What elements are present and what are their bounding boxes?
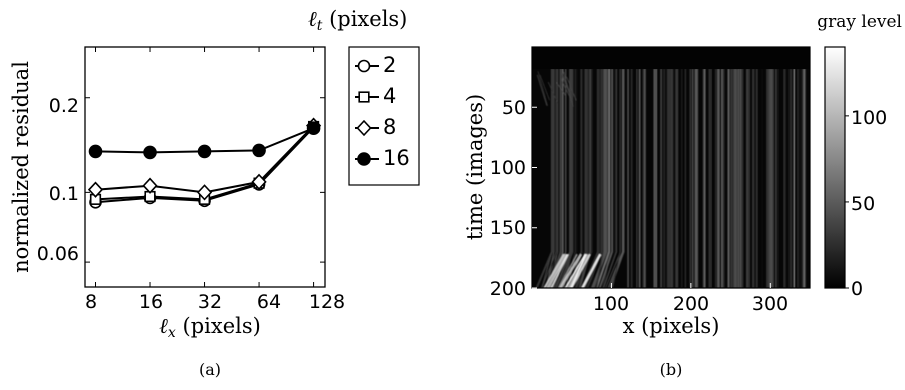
- heatmap-bright-streak: [581, 253, 602, 289]
- y-tick-label: 200: [490, 278, 526, 300]
- caption-b: (b): [660, 360, 683, 379]
- heatmap-streak: [595, 68, 610, 289]
- colorbar-tick-label: 0: [851, 278, 863, 300]
- legend-entry: 8: [383, 115, 396, 139]
- heatmap-bright-streak: [558, 253, 578, 289]
- x-tick-label: 16: [139, 291, 163, 313]
- data-point-16: [306, 121, 321, 135]
- heatmap-bright-streak: [570, 253, 591, 289]
- plot-frame: [84, 46, 326, 288]
- caption-a: (a): [199, 360, 221, 379]
- colorbar-gradient: [824, 46, 846, 289]
- heatmap-streak: [567, 68, 577, 289]
- legend-marker: [357, 59, 371, 73]
- y-tick-label: 0.1: [49, 183, 79, 205]
- x-tick-label: 64: [257, 291, 281, 313]
- heatmap-streak: [578, 68, 592, 289]
- heatmap-top-band: [532, 47, 810, 69]
- legend-entry: 4: [383, 84, 396, 108]
- y-tick-label: 50: [502, 97, 526, 119]
- heatmap-image: [532, 47, 810, 289]
- colorbar-tick-label: 100: [851, 107, 887, 129]
- legend-entry: 16: [383, 146, 410, 170]
- data-point-16: [143, 145, 157, 160]
- heatmap-streak: [585, 68, 600, 289]
- legend-title: ℓt (pixels): [308, 7, 407, 34]
- legend: 2 4 8 16: [348, 46, 420, 186]
- heatmap-streak: [590, 68, 608, 289]
- heatmap-x-tick-labels: 100 200 300: [593, 293, 788, 315]
- data-point-16: [197, 144, 212, 159]
- heatmap-bright-streak: [550, 253, 569, 289]
- y-tick-label: 100: [490, 157, 526, 179]
- heatmap-diagonal-streak: [539, 74, 550, 101]
- heatmap-streak: [545, 68, 555, 289]
- data-point-8: [87, 181, 104, 198]
- colorbar-label: gray level: [817, 12, 902, 32]
- heatmap-streak: [611, 68, 621, 289]
- panel-a: 0.06 0.1 0.2 8 16 32 64 128 ℓx (pixels) …: [9, 7, 420, 379]
- x-tick-labels: 8 16 32 64 128: [85, 291, 345, 313]
- legend-marker: [356, 119, 372, 137]
- heatmap-streak: [575, 68, 587, 289]
- heatmap-streak: [598, 68, 614, 289]
- x-tick-label: 32: [198, 291, 222, 313]
- x-tick-label: 100: [593, 293, 629, 315]
- heatmap-diagonal-streak: [536, 74, 548, 106]
- heatmap-diagonal-streak: [560, 78, 571, 99]
- heatmap-streak: [553, 68, 562, 289]
- data-point-8: [196, 184, 213, 201]
- heatmap-streak: [603, 68, 618, 289]
- x-tick-label: 8: [85, 291, 97, 313]
- heatmap-bright-streak: [543, 253, 565, 289]
- series-line-8: [95, 125, 315, 194]
- heatmap-diagonal-streak: [566, 76, 577, 101]
- legend-symbols: [355, 59, 379, 166]
- heatmap-y-tick-labels: 50 100 150 200: [490, 97, 526, 300]
- y-tick-label: 0.2: [49, 95, 79, 117]
- heatmap-streak: [607, 68, 623, 289]
- heatmap-streak: [541, 68, 557, 289]
- data-point-16: [252, 143, 266, 158]
- heatmap-bright-streak: [546, 253, 567, 289]
- heatmap-streak: [557, 68, 574, 289]
- data-point-8: [251, 173, 267, 191]
- heatmap-diagonal-streak: [555, 81, 566, 96]
- colorbar: 0 50 100 gray level: [817, 12, 902, 300]
- heatmap-x-axis-label: x (pixels): [623, 314, 720, 338]
- heatmap-diagonal-streak: [561, 72, 573, 100]
- heatmap-bright-streak: [560, 253, 582, 289]
- legend-entry: 2: [383, 53, 396, 77]
- data-point-16: [88, 144, 103, 159]
- heatmap-streak: [595, 68, 604, 289]
- axis-ticks: [85, 47, 325, 287]
- heatmap-bright-streak: [570, 253, 587, 289]
- heatmap-y-axis-label: time (images): [463, 94, 487, 240]
- x-tick-label: 300: [752, 293, 788, 315]
- data-point-8: [142, 177, 158, 194]
- heatmap-bright-streak: [564, 253, 586, 289]
- legend-marker: [358, 91, 370, 103]
- x-tick-label: 200: [673, 293, 709, 315]
- heatmap-streaks: [535, 68, 806, 289]
- heatmap-diagonal-streak: [537, 71, 548, 106]
- heatmap-axis-ticks: [532, 106, 771, 289]
- y-tick-labels: 0.06 0.1 0.2: [37, 95, 79, 265]
- y-tick-label: 150: [490, 217, 526, 239]
- heatmap-streak: [578, 68, 589, 289]
- colorbar-tick-label: 50: [851, 193, 875, 215]
- legend-marker: [357, 152, 371, 166]
- line-chart-marks: [87, 117, 322, 209]
- x-tick-label: 128: [309, 291, 345, 313]
- colorbar-ticks: [845, 115, 849, 289]
- heatmap-streak: [541, 68, 553, 289]
- heatmap-streak: [586, 68, 603, 289]
- y-tick-label: 0.06: [37, 243, 79, 265]
- panel-b: 50 100 150 200 100 200 300 x (pixels) ti…: [463, 12, 902, 379]
- heatmap-diagonal-streak: [547, 81, 559, 104]
- heatmap-streak: [585, 68, 601, 289]
- x-axis-label: ℓx (pixels): [159, 314, 261, 341]
- y-axis-label: normalized residual: [9, 61, 33, 273]
